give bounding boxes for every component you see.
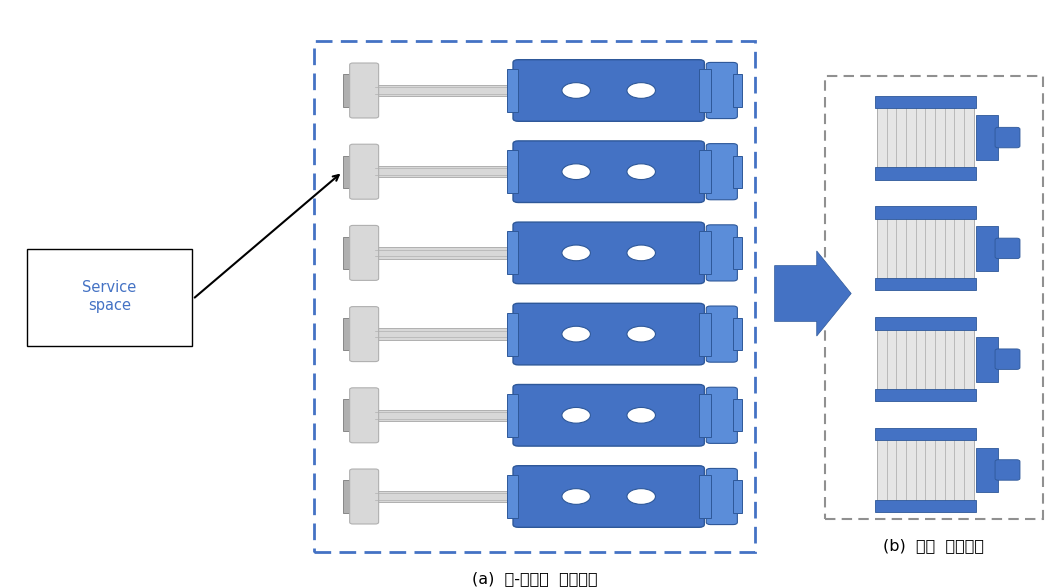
FancyBboxPatch shape: [350, 306, 379, 362]
Bar: [699, 313, 711, 356]
FancyBboxPatch shape: [513, 465, 704, 527]
Bar: [877, 328, 974, 390]
Bar: [733, 318, 743, 350]
Bar: [877, 218, 974, 279]
Circle shape: [627, 245, 655, 261]
Bar: [699, 475, 711, 518]
FancyBboxPatch shape: [513, 222, 704, 284]
Bar: [877, 439, 974, 501]
FancyBboxPatch shape: [825, 76, 1043, 519]
Bar: [27, 249, 192, 346]
FancyBboxPatch shape: [350, 388, 379, 443]
Bar: [343, 156, 353, 188]
FancyBboxPatch shape: [706, 144, 737, 200]
Bar: [506, 475, 518, 518]
Circle shape: [562, 245, 591, 261]
Bar: [875, 167, 976, 180]
FancyBboxPatch shape: [995, 238, 1020, 259]
Bar: [506, 394, 518, 437]
Bar: [699, 394, 711, 437]
Bar: [733, 480, 743, 512]
Bar: [506, 69, 518, 112]
Bar: [733, 75, 743, 107]
Bar: [376, 85, 506, 96]
Circle shape: [627, 326, 655, 342]
Bar: [376, 328, 506, 340]
FancyBboxPatch shape: [513, 141, 704, 203]
Bar: [376, 247, 506, 259]
FancyBboxPatch shape: [706, 62, 737, 119]
Bar: [343, 237, 353, 269]
Bar: [875, 96, 976, 108]
Bar: [506, 231, 518, 274]
Text: Service
space: Service space: [83, 280, 136, 313]
Bar: [343, 75, 353, 107]
Circle shape: [627, 407, 655, 423]
Circle shape: [627, 488, 655, 504]
FancyBboxPatch shape: [706, 387, 737, 443]
Circle shape: [562, 488, 591, 504]
Bar: [875, 500, 976, 512]
Bar: [343, 399, 353, 431]
FancyBboxPatch shape: [350, 144, 379, 199]
Bar: [733, 399, 743, 431]
FancyBboxPatch shape: [350, 469, 379, 524]
FancyBboxPatch shape: [706, 225, 737, 281]
Circle shape: [562, 407, 591, 423]
Bar: [976, 115, 998, 160]
Bar: [875, 428, 976, 440]
Bar: [343, 318, 353, 350]
FancyBboxPatch shape: [350, 63, 379, 118]
Bar: [875, 207, 976, 219]
FancyBboxPatch shape: [995, 127, 1020, 148]
Circle shape: [562, 83, 591, 99]
Bar: [875, 278, 976, 291]
Bar: [376, 410, 506, 421]
FancyBboxPatch shape: [314, 41, 755, 552]
Bar: [875, 317, 976, 329]
Bar: [976, 337, 998, 382]
FancyBboxPatch shape: [706, 468, 737, 525]
Bar: [877, 107, 974, 168]
FancyBboxPatch shape: [513, 384, 704, 446]
Bar: [733, 156, 743, 188]
Bar: [376, 491, 506, 502]
FancyBboxPatch shape: [706, 306, 737, 362]
Bar: [699, 69, 711, 112]
Bar: [976, 448, 998, 492]
FancyBboxPatch shape: [513, 60, 704, 122]
Text: (a)  쉘-튜브형  열교환기: (a) 쉘-튜브형 열교환기: [471, 571, 598, 586]
Bar: [875, 389, 976, 401]
Bar: [976, 226, 998, 271]
FancyBboxPatch shape: [350, 225, 379, 281]
Polygon shape: [775, 251, 851, 336]
Circle shape: [627, 164, 655, 180]
Bar: [506, 150, 518, 193]
Bar: [376, 166, 506, 177]
Bar: [343, 480, 353, 512]
FancyBboxPatch shape: [995, 460, 1020, 480]
Circle shape: [562, 326, 591, 342]
Bar: [506, 313, 518, 356]
FancyBboxPatch shape: [995, 349, 1020, 369]
Bar: [733, 237, 743, 269]
Circle shape: [562, 164, 591, 180]
Bar: [699, 231, 711, 274]
Bar: [699, 150, 711, 193]
FancyBboxPatch shape: [513, 303, 704, 365]
Circle shape: [627, 83, 655, 99]
Text: (b)  판형  열교환기: (b) 판형 열교환기: [883, 538, 984, 554]
